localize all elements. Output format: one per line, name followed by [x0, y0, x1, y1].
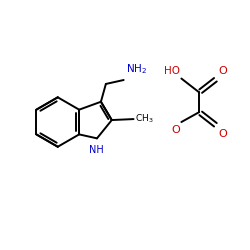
Text: O: O	[218, 66, 227, 76]
Text: NH$_2$: NH$_2$	[126, 62, 147, 76]
Text: O: O	[172, 125, 180, 135]
Text: HO: HO	[164, 66, 180, 76]
Text: O: O	[218, 129, 227, 139]
Text: CH$_3$: CH$_3$	[134, 113, 153, 125]
Text: NH: NH	[88, 145, 103, 155]
